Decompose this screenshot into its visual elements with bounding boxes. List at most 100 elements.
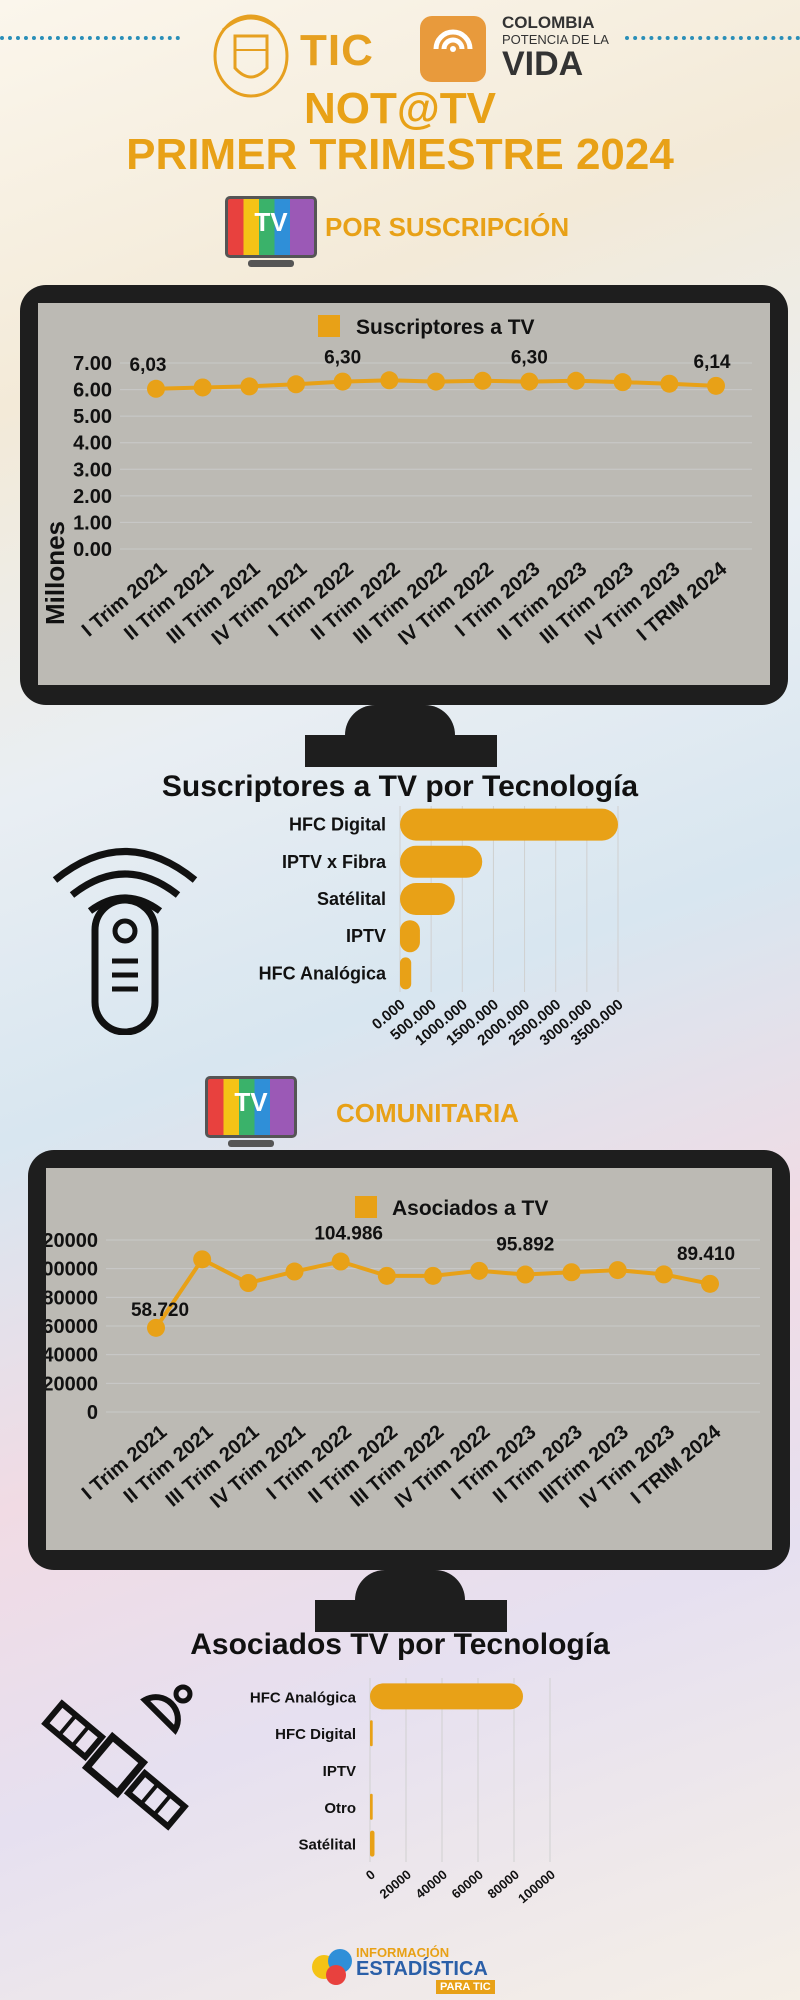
data-point xyxy=(427,372,445,391)
data-point xyxy=(193,1250,212,1269)
data-point xyxy=(240,377,259,396)
data-point xyxy=(660,374,679,393)
satellite-icon xyxy=(41,1684,193,1831)
data-point xyxy=(147,1318,165,1337)
x-tick-label: 40000 xyxy=(413,1867,450,1902)
y-tick-label: 120000 xyxy=(46,1230,98,1252)
header-dotted-line-left xyxy=(0,36,180,40)
data-point xyxy=(285,1262,304,1281)
data-label: 58.720 xyxy=(131,1300,189,1321)
data-point xyxy=(377,1266,396,1285)
data-label: 6,30 xyxy=(324,348,361,369)
data-point xyxy=(380,371,399,390)
colombia-logo-text: COLOMBIA POTENCIA DE LA VIDA xyxy=(502,14,609,81)
data-label: 89.410 xyxy=(677,1244,735,1265)
bar xyxy=(400,957,412,990)
y-tick-label: 0 xyxy=(87,1402,98,1424)
category-label: Satélital xyxy=(298,1837,356,1854)
footer-line3: PARA TIC xyxy=(436,1980,495,1994)
data-label: 6,30 xyxy=(511,348,548,369)
legend-label: Suscriptores a TV xyxy=(356,316,535,339)
footer-line2: ESTADÍSTICA xyxy=(356,1958,488,1980)
monitor-base xyxy=(305,735,497,767)
bar xyxy=(370,1720,373,1747)
data-point xyxy=(654,1265,673,1284)
data-point xyxy=(147,379,165,398)
section-label-comunitaria: COMUNITARIA xyxy=(336,1098,519,1128)
footer-line1: INFORMACIÓN xyxy=(356,1945,450,1960)
y-tick-label: 80000 xyxy=(46,1287,98,1309)
monitor-base xyxy=(315,1600,507,1632)
y-tick-label: 60000 xyxy=(46,1316,98,1338)
y-tick-label: 2.00 xyxy=(73,486,112,508)
page-title: NOT@TV xyxy=(303,84,496,133)
data-point xyxy=(707,376,725,395)
y-tick-label: 5.00 xyxy=(73,406,112,428)
tv-icon: TV xyxy=(225,196,317,267)
data-label: 6,14 xyxy=(694,352,731,373)
remote-control-icon xyxy=(52,848,198,1035)
bar xyxy=(370,1683,523,1710)
footer-logo-icon xyxy=(312,1949,352,1985)
monitor-screen xyxy=(46,1168,772,1550)
legend-swatch xyxy=(318,315,340,337)
monitor-screen xyxy=(38,303,770,685)
category-label: HFC Digital xyxy=(275,1726,356,1743)
bar xyxy=(400,883,455,915)
data-point xyxy=(520,372,539,391)
tv-icon: TV xyxy=(205,1076,297,1147)
data-point xyxy=(333,372,352,391)
data-point xyxy=(473,371,492,390)
data-point xyxy=(331,1252,350,1271)
data-point xyxy=(613,373,632,392)
header-dotted-line-right xyxy=(625,36,800,40)
y-tick-label: 100000 xyxy=(46,1259,98,1281)
data-point xyxy=(701,1274,719,1293)
bar xyxy=(400,920,420,953)
y-tick-label: 40000 xyxy=(46,1345,98,1367)
monitor-neck xyxy=(345,705,455,735)
data-label: 6,03 xyxy=(130,355,167,376)
section-label-suscripcion: POR SUSCRIPCIÓN xyxy=(325,212,570,242)
category-label: Otro xyxy=(324,1800,356,1817)
page-subtitle: PRIMER TRIMESTRE 2024 xyxy=(126,130,674,179)
bar-chart-title: Suscriptores a TV por Tecnología xyxy=(161,770,639,803)
legend-swatch xyxy=(355,1196,377,1218)
colombia-line3: VIDA xyxy=(502,45,584,83)
line-chart-suscriptores: 0.001.002.003.004.005.006.007.00 I Trim … xyxy=(40,315,752,650)
bar-chart-asociados-tecnologia: HFC Analógica HFC Digital IPTV Otro Satélita… xyxy=(250,1678,558,1906)
tic-logo-text: TIC xyxy=(300,26,374,75)
data-point xyxy=(562,1263,581,1282)
category-label: HFC Analógica xyxy=(250,1689,357,1706)
colombia-line2: POTENCIA DE LA xyxy=(502,32,609,47)
category-label: IPTV xyxy=(323,1763,356,1780)
data-point xyxy=(608,1261,627,1280)
data-point xyxy=(287,375,305,394)
data-point xyxy=(424,1266,442,1285)
data-label: 104.986 xyxy=(314,1224,383,1245)
y-tick-label: 7.00 xyxy=(73,353,112,375)
colombia-logo-mark xyxy=(420,16,486,82)
data-point xyxy=(567,371,585,390)
colombia-line1: COLOMBIA xyxy=(502,13,595,32)
legend-label: Asociados a TV xyxy=(392,1197,548,1220)
y-tick-label: 1.00 xyxy=(73,512,112,534)
bar-chart-suscriptores-tecnologia: HFC Digital IPTV x Fibra Satélital IPTV HFC … xyxy=(259,806,627,1049)
y-tick-label: 6.00 xyxy=(73,380,112,402)
category-label: Satélital xyxy=(317,889,386,909)
data-point xyxy=(193,378,212,397)
bar xyxy=(400,845,483,878)
x-tick-label: 20000 xyxy=(377,1867,414,1902)
y-tick-label: 0.00 xyxy=(73,539,112,561)
x-tick-label: 0 xyxy=(363,1867,378,1883)
bar xyxy=(400,808,618,841)
data-point xyxy=(470,1261,489,1280)
data-point xyxy=(239,1274,258,1292)
data-point xyxy=(516,1265,535,1284)
line-chart-asociados: 020000400006000080000100000120000 I Trim… xyxy=(46,1196,760,1513)
data-label: 95.892 xyxy=(496,1235,554,1256)
y-tick-label: 3.00 xyxy=(73,459,112,481)
y-tick-label: 4.00 xyxy=(73,433,112,455)
category-label: IPTV xyxy=(346,926,386,946)
category-label: IPTV x Fibra xyxy=(282,852,387,872)
